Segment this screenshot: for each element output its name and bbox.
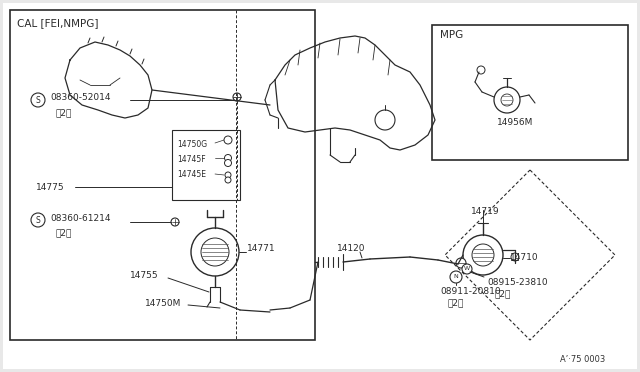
Text: 14956M: 14956M	[497, 118, 533, 127]
Text: 14775: 14775	[36, 183, 65, 192]
Text: MPG: MPG	[440, 30, 463, 40]
Circle shape	[191, 228, 239, 276]
Text: 14120: 14120	[337, 244, 365, 253]
Text: 14719: 14719	[471, 207, 500, 216]
Text: 14750M: 14750M	[145, 298, 181, 308]
Circle shape	[224, 136, 232, 144]
Circle shape	[31, 93, 45, 107]
Circle shape	[171, 218, 179, 226]
Circle shape	[501, 94, 513, 106]
Circle shape	[494, 87, 520, 113]
Text: 08911-20810: 08911-20810	[440, 287, 500, 296]
Text: 14750G: 14750G	[177, 140, 207, 149]
Text: 〨2〩: 〨2〩	[55, 228, 72, 237]
Bar	[10, 10, 315, 340]
Bar	[172, 130, 240, 200]
Circle shape	[462, 264, 472, 274]
Text: 14755: 14755	[130, 272, 159, 280]
Text: 〨2〩: 〨2〩	[55, 108, 72, 117]
Circle shape	[456, 258, 466, 268]
Circle shape	[511, 253, 519, 261]
Circle shape	[225, 154, 232, 161]
Circle shape	[375, 110, 395, 130]
Text: W: W	[464, 266, 470, 272]
Text: 08360-52014: 08360-52014	[50, 93, 111, 102]
Text: 14745F: 14745F	[177, 155, 205, 164]
Text: N: N	[454, 275, 458, 279]
Circle shape	[225, 160, 232, 167]
Circle shape	[472, 244, 494, 266]
Text: 14710: 14710	[510, 253, 539, 263]
Text: A’·75 0003: A’·75 0003	[560, 355, 605, 364]
Circle shape	[477, 66, 485, 74]
Text: 08915-23810: 08915-23810	[487, 278, 548, 287]
Circle shape	[225, 172, 231, 178]
Text: CAL [FEI,NMPG]: CAL [FEI,NMPG]	[17, 18, 99, 28]
Text: S: S	[36, 215, 40, 224]
Text: 08360-61214: 08360-61214	[50, 214, 111, 222]
Circle shape	[201, 238, 229, 266]
Circle shape	[31, 213, 45, 227]
Circle shape	[225, 177, 231, 183]
Text: 14745E: 14745E	[177, 170, 206, 179]
Text: 〨2〩: 〨2〩	[495, 289, 511, 298]
Bar	[432, 25, 628, 160]
Circle shape	[463, 235, 503, 275]
Circle shape	[450, 271, 462, 283]
Circle shape	[233, 93, 241, 101]
Text: S: S	[36, 96, 40, 105]
Text: 14771: 14771	[247, 244, 276, 253]
Text: 〨2〩: 〨2〩	[448, 298, 465, 307]
